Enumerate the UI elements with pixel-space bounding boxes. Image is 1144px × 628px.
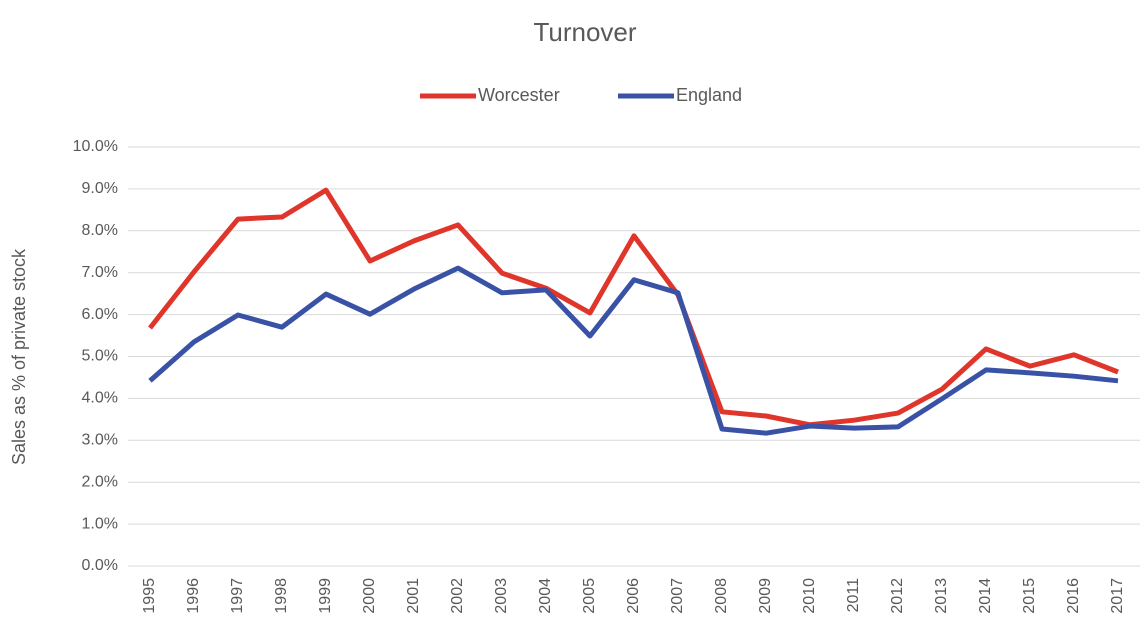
- x-tick-label: 2006: [625, 578, 642, 614]
- y-tick-label: 7.0%: [82, 264, 118, 281]
- legend-label: England: [676, 85, 742, 105]
- x-tick-label: 1999: [317, 578, 334, 614]
- x-tick-label: 1995: [141, 578, 158, 614]
- y-tick-label: 9.0%: [82, 180, 118, 197]
- x-tick-label: 2000: [361, 578, 378, 614]
- legend-label: Worcester: [478, 85, 560, 105]
- x-tick-label: 1997: [229, 578, 246, 614]
- x-tick-label: 2009: [757, 578, 774, 614]
- y-tick-label: 3.0%: [82, 432, 118, 449]
- y-tick-label: 6.0%: [82, 306, 118, 323]
- x-tick-label: 2002: [449, 578, 466, 614]
- x-tick-label: 2011: [845, 578, 862, 613]
- x-tick-label: 2010: [801, 578, 818, 614]
- x-tick-label: 2003: [493, 578, 510, 614]
- x-tick-label: 2017: [1109, 578, 1126, 614]
- y-axis-label: Sales as % of private stock: [9, 248, 29, 465]
- x-tick-label: 2001: [405, 578, 422, 614]
- x-tick-label: 2008: [713, 578, 730, 614]
- series-line: [148, 265, 1119, 436]
- x-tick-label: 2012: [889, 578, 906, 614]
- x-tick-label: 2005: [581, 578, 598, 614]
- x-tick-label: 2013: [933, 578, 950, 614]
- x-tick-label: 2007: [669, 578, 686, 614]
- x-tick-label: 1996: [185, 578, 202, 614]
- x-tick-label: 2016: [1065, 578, 1082, 614]
- x-tick-label: 2004: [537, 578, 554, 614]
- chart-title: Turnover: [533, 17, 636, 47]
- series-line: [148, 187, 1119, 428]
- x-tick-label: 1998: [273, 578, 290, 614]
- y-tick-label: 5.0%: [82, 348, 118, 365]
- y-tick-label: 8.0%: [82, 222, 118, 239]
- y-tick-label: 1.0%: [82, 515, 118, 532]
- y-tick-label: 4.0%: [82, 390, 118, 407]
- x-tick-label: 2015: [1021, 578, 1038, 614]
- y-tick-label: 10.0%: [73, 138, 118, 155]
- x-tick-label: 2014: [977, 578, 994, 614]
- y-tick-label: 2.0%: [82, 473, 118, 490]
- y-tick-label: 0.0%: [82, 557, 118, 574]
